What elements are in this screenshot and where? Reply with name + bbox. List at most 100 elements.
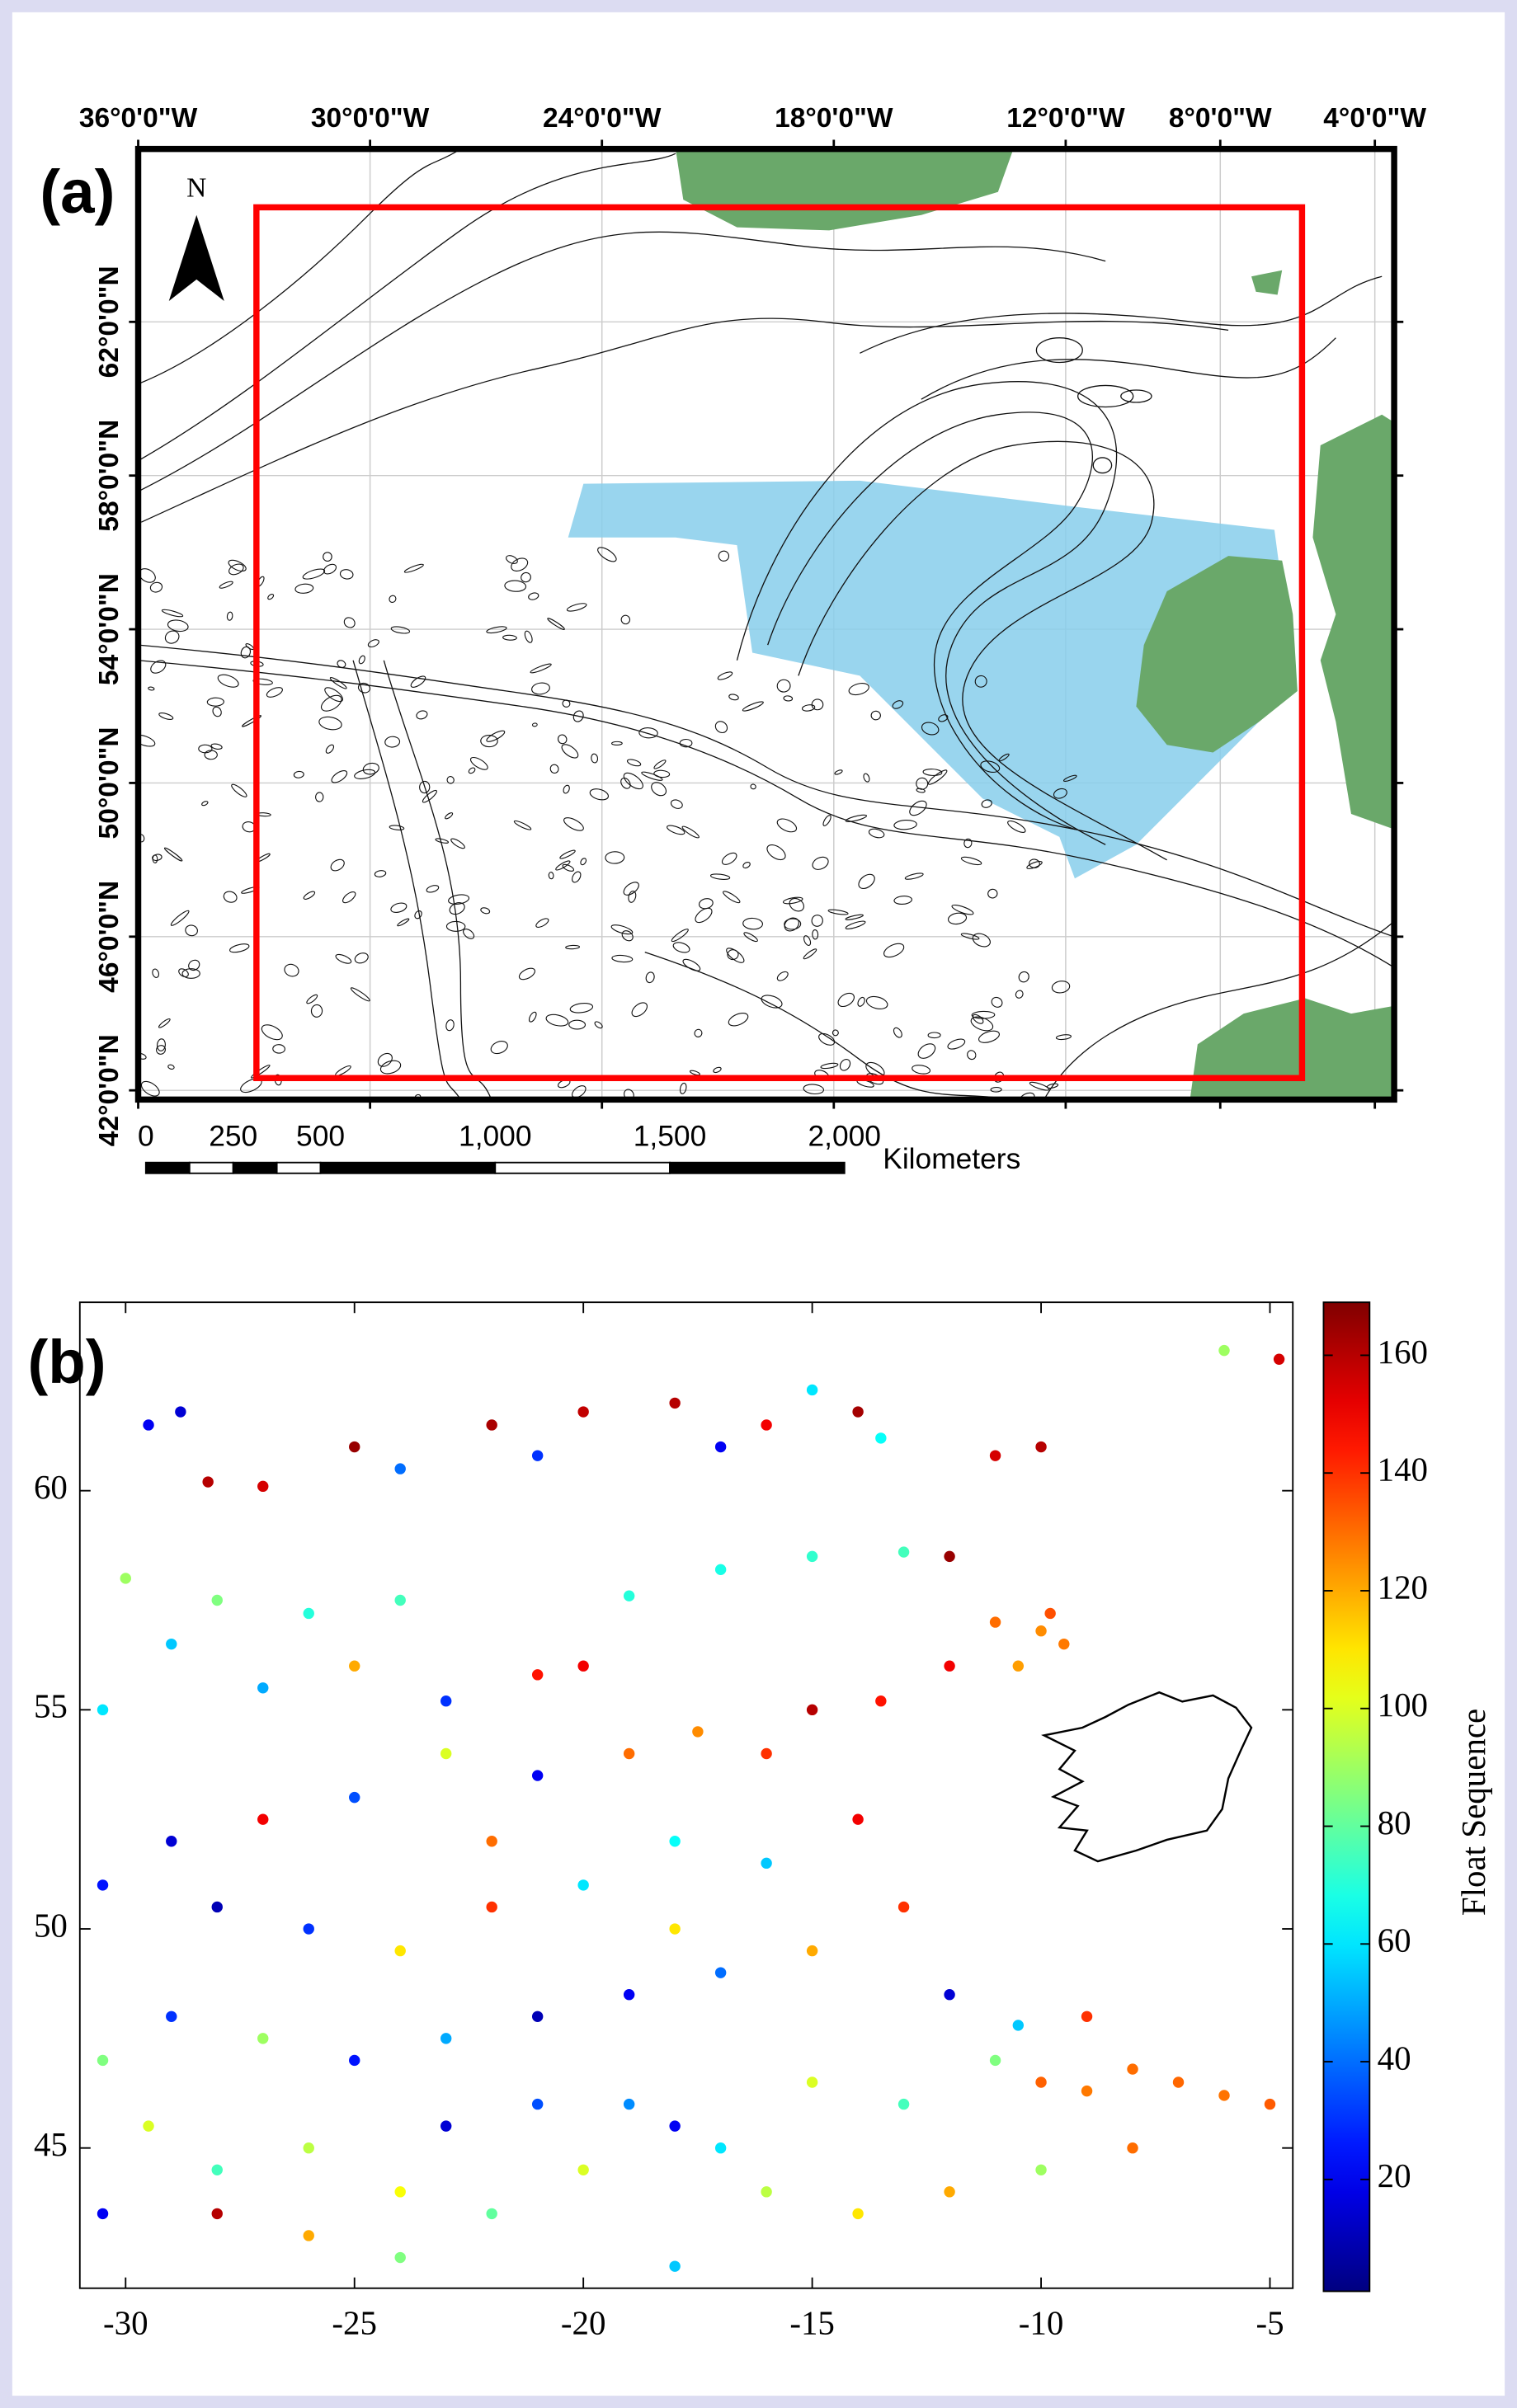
contour-loop [469,756,488,770]
float-position [669,1836,681,1847]
contour-loop [695,907,713,924]
contour-loop [449,902,465,915]
contour-loop [150,660,167,674]
float-position [486,1901,497,1913]
float-position [349,1441,360,1453]
y-tick-label: 60 [34,1469,68,1506]
panel-label: (b) [28,1328,106,1396]
y-tick-label: 46°0'0"N [94,881,125,993]
ireland-outline [1041,1691,1253,1863]
contour-loop [641,771,663,781]
float-position [531,1770,544,1781]
contour-loop [303,891,316,900]
contour-loop [201,801,209,807]
contour-loop [709,873,731,880]
float-position [1058,1638,1070,1650]
contour-loop [414,910,422,919]
float-position [531,1669,544,1681]
contour-loop [651,782,667,797]
float-position [303,1607,314,1620]
contour-loop [219,581,233,589]
contour-loop [974,675,987,688]
contour-loop [521,571,531,583]
float-position [211,2208,223,2220]
float-position [143,1419,154,1431]
colorbar-tick-label: 20 [1378,2157,1411,2194]
contour-loop [782,896,803,905]
float-position [531,1450,544,1461]
contour-loop [812,929,819,940]
contour-loop [766,844,786,861]
float-position [120,1573,131,1584]
float-position [1218,2090,1230,2101]
contour-loop [750,783,756,790]
contour-loop [149,581,163,593]
colorbar [1322,1301,1371,2293]
contour-loop [561,744,579,759]
float-position [623,1989,635,2001]
contour-loop [938,714,949,722]
contour-loop [776,971,789,981]
contour-loop [580,858,587,866]
float-position [806,1550,818,1563]
contour-loop [480,734,498,748]
contour-loop [374,870,387,877]
contour-loop [694,1028,703,1037]
contour-loop [178,968,189,978]
contour-loop [513,820,532,830]
float-position [257,2033,269,2044]
contour-loop [909,800,927,816]
contour-loop [820,1062,839,1070]
contour-loop [329,677,347,689]
contour-loop [435,838,450,844]
contour-loop [490,1041,508,1055]
float-position [669,2120,681,2132]
float-position [989,2054,1001,2067]
contour-loop [713,1066,722,1074]
contour-loop [450,838,465,849]
contour-loop [626,759,642,767]
contour-loop [980,760,1001,774]
float-position [989,1450,1001,1461]
contour-loop [548,872,554,880]
float-position [97,2054,109,2067]
contour-loop [358,655,365,665]
north-arrow [168,214,224,301]
contour-loop [210,743,223,750]
contour-loop [167,619,189,633]
contour-loop [403,563,424,573]
contour-loop [445,812,454,820]
bathymetry-contours [138,148,1395,1100]
float-position [897,2098,910,2110]
float-position [166,1836,177,1847]
x-tick-label: 30°0'0"W [311,103,430,134]
contour-loop [468,767,476,774]
contour-loop [689,1070,700,1076]
contour-loop [562,863,575,872]
float-position [761,1419,772,1431]
contour-loop [922,769,943,776]
float-position [577,1879,589,1891]
contour-loop [223,891,238,903]
float-position [531,2098,544,2110]
float-position [1044,1607,1056,1620]
y-tick-label: 58°0'0"N [94,420,125,532]
contour-loop [865,995,888,1009]
contour-loop [605,851,625,864]
contour-loop [638,727,658,739]
contour-loop [228,559,247,572]
contour-loop [728,694,739,701]
scale-segment [276,1161,322,1174]
contour-loop [991,996,1003,1008]
contour-loop [181,968,200,979]
float-position [1127,2063,1138,2075]
contour-loop [152,968,160,978]
contour-loop [858,873,875,889]
contour-loop [448,894,470,905]
contour-loop [562,699,571,708]
contour-loop [679,738,693,748]
contour-loop [362,762,379,775]
contour-loop [1055,1034,1072,1041]
contour-loop [960,933,980,940]
float-position [1035,1625,1047,1637]
